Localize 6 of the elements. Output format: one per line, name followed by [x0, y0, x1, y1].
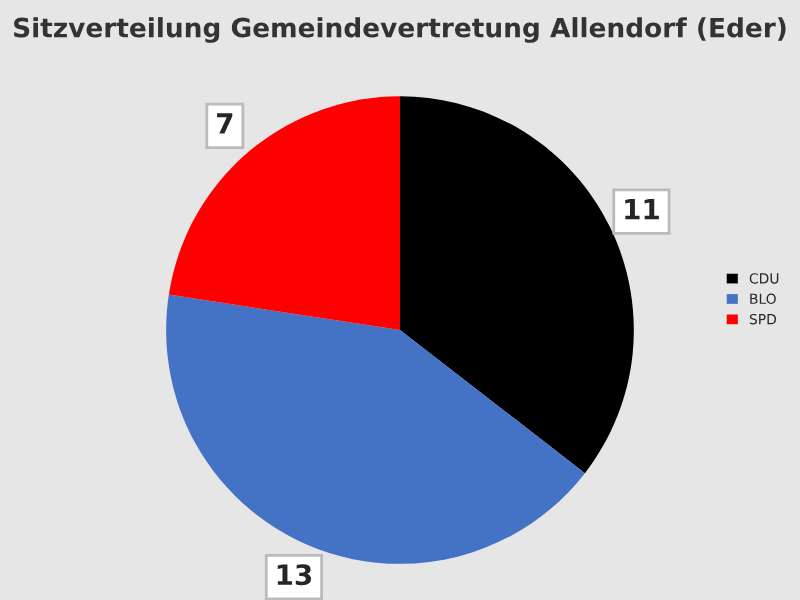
data-label: 13 — [277, 564, 312, 586]
chart-title: Sitzverteilung Gemeindevertretung Allendorf (Eder) — [14, 17, 786, 43]
data-label: 11 — [625, 198, 659, 220]
data-label: 7 — [217, 113, 233, 134]
pie-slice — [166, 294, 585, 564]
pie-slice — [168, 96, 400, 330]
